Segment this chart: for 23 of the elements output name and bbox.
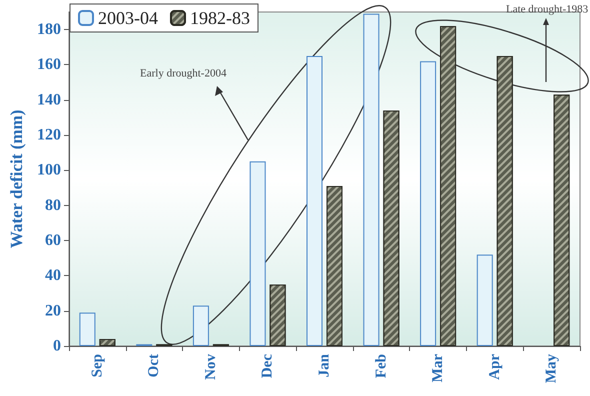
x-tick-label: Mar — [430, 354, 446, 382]
y-tick-label: 100 — [37, 162, 61, 179]
x-tick-label: Feb — [373, 354, 390, 378]
y-tick-label: 180 — [37, 21, 61, 38]
y-tick-label: 60 — [45, 232, 61, 250]
legend-label: 1982-83 — [190, 8, 250, 28]
y-axis-title: Water deficit (mm) — [7, 110, 26, 248]
y-tick-label: 20 — [45, 302, 61, 320]
x-tick-label: May — [544, 354, 560, 384]
x-tick-label: Jan — [316, 353, 332, 378]
y-tick-label: 140 — [37, 91, 61, 108]
legend-label: 2003-04 — [98, 8, 158, 28]
x-tick-label: Dec — [260, 354, 276, 378]
y-tick-label: 0 — [53, 338, 61, 354]
y-tick-label: 40 — [45, 267, 61, 284]
y-tick-label: 80 — [45, 196, 61, 214]
y-tick-label: 120 — [37, 126, 61, 144]
x-tick-label: Nov — [202, 354, 219, 380]
x-tick-label: Oct — [146, 354, 162, 378]
y-tick-label: 160 — [37, 56, 61, 74]
x-tick-label: Apr — [486, 354, 503, 380]
annotation: Early drought-2004 — [140, 68, 227, 80]
x-tick-label: Sep — [89, 354, 106, 378]
